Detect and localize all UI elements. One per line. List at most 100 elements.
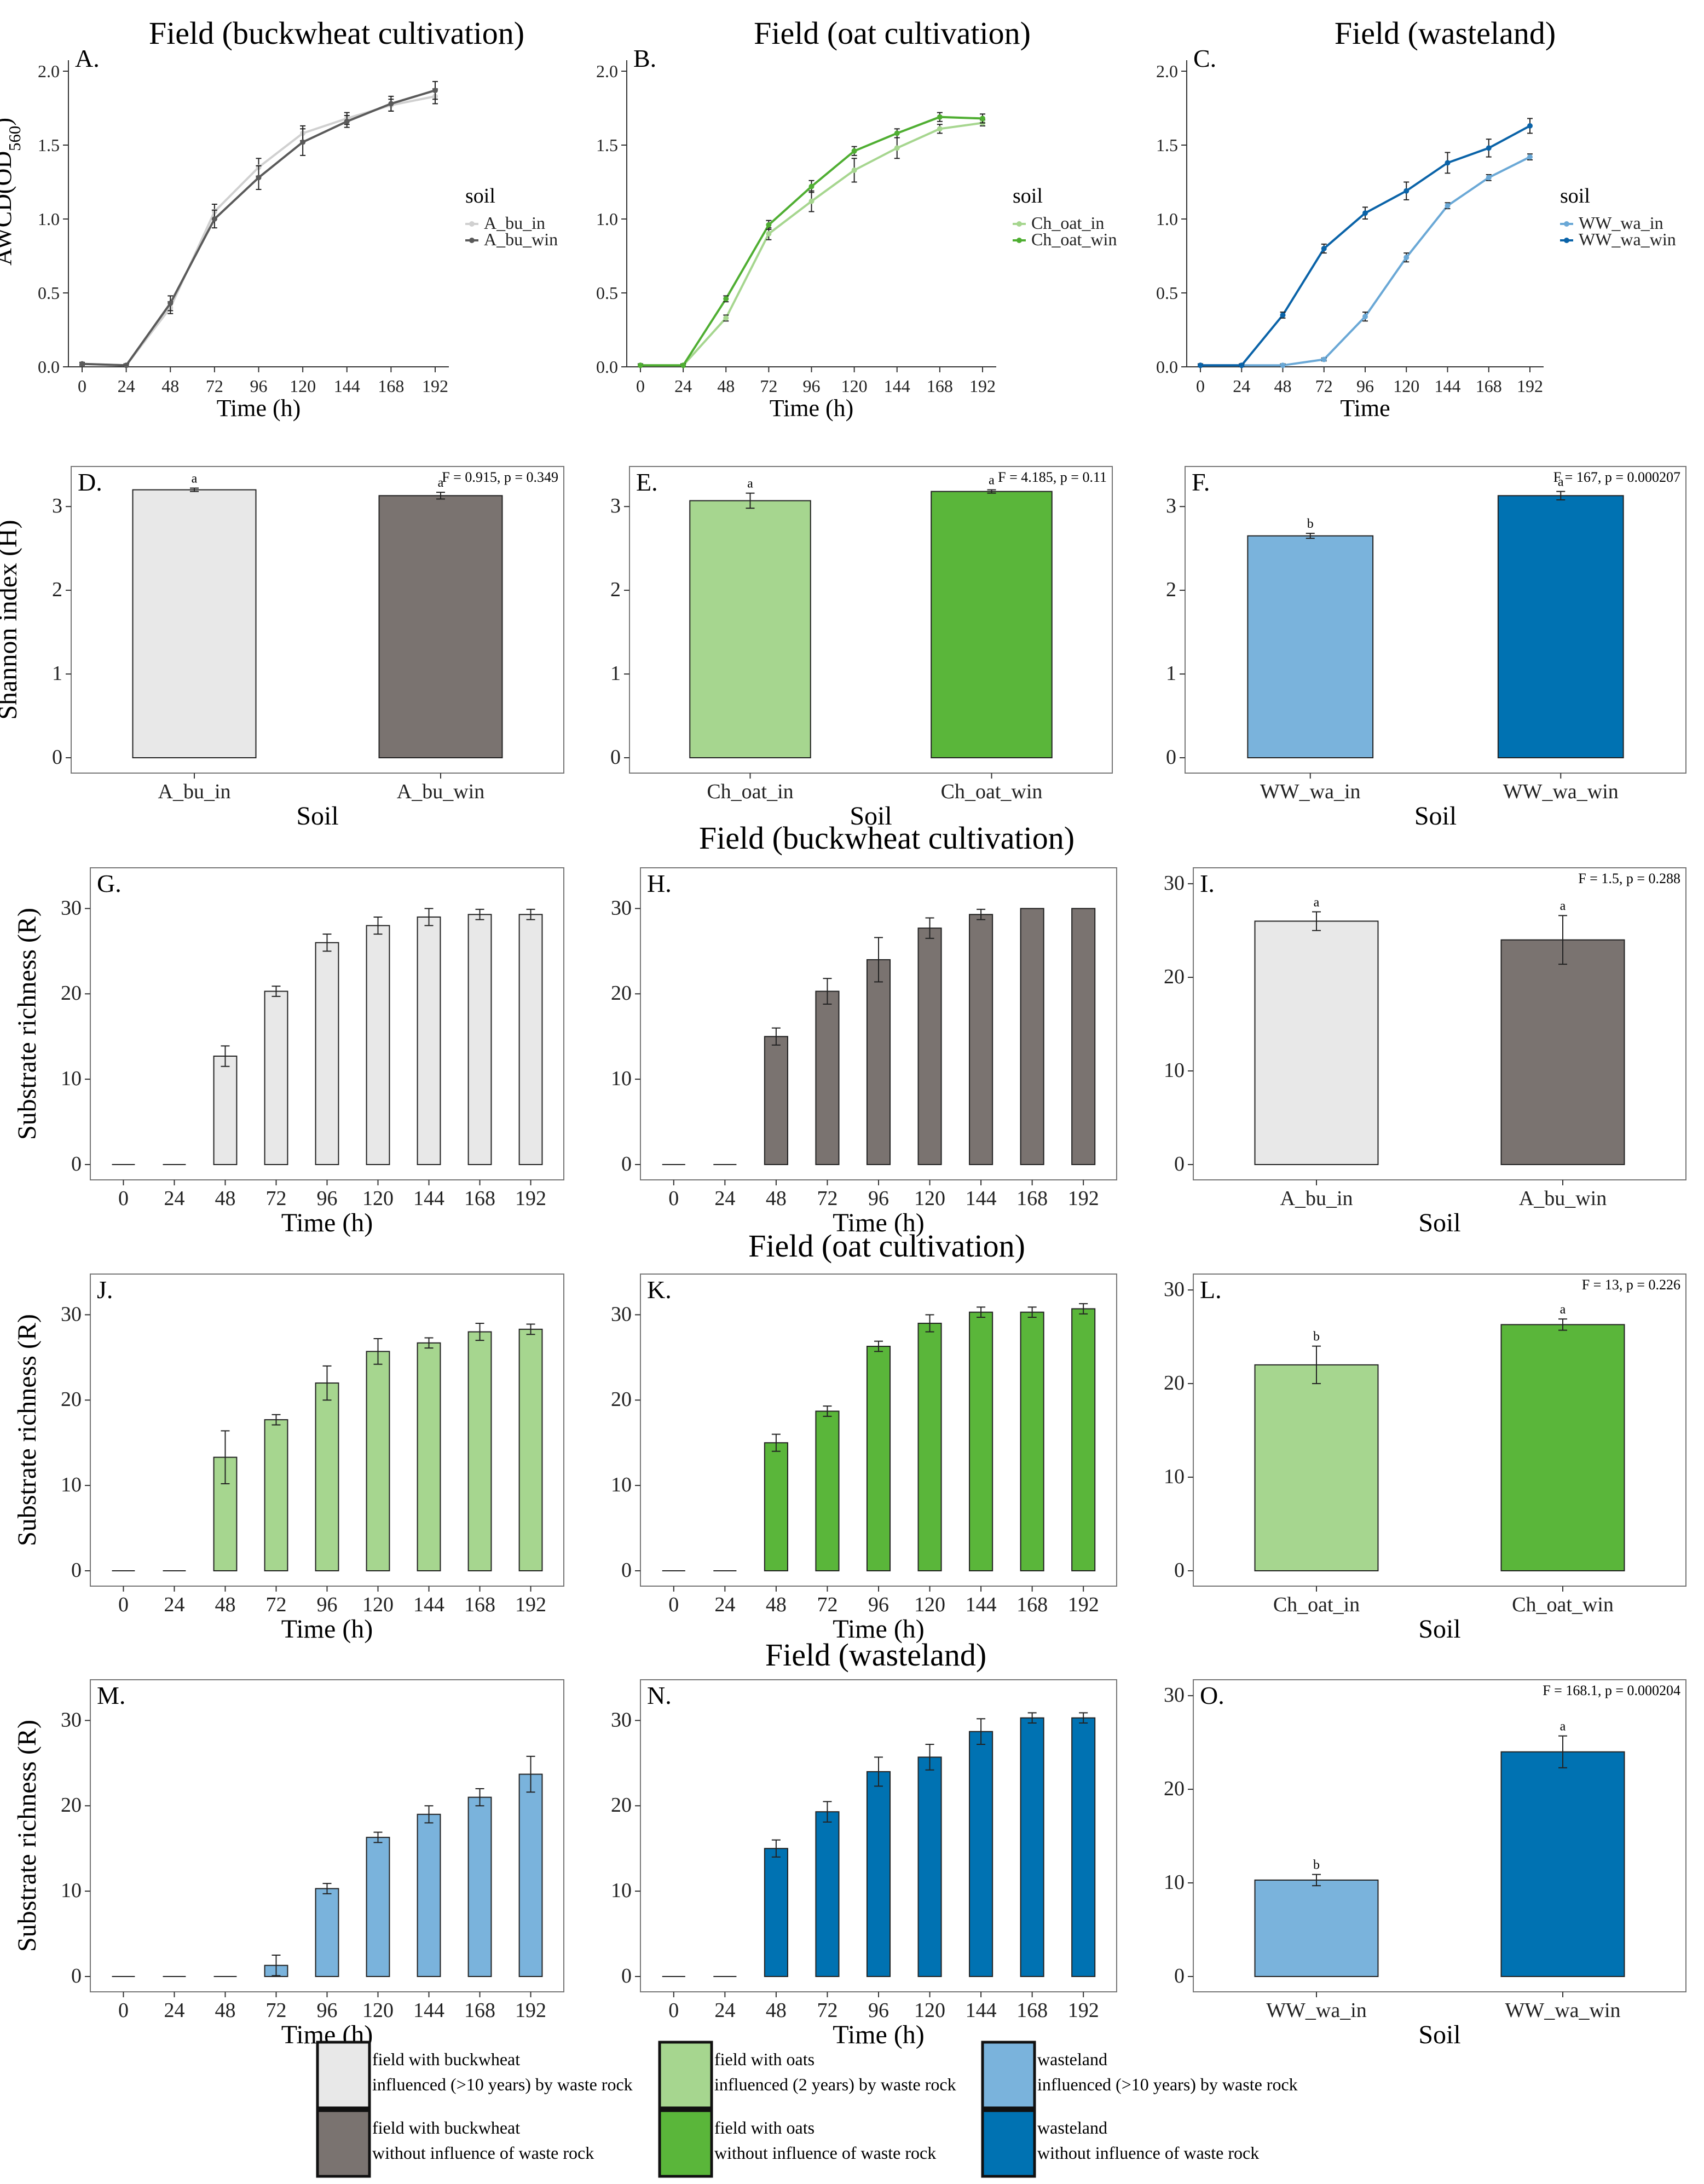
bar-96 <box>866 1346 891 1571</box>
x-tick-label: 120 <box>362 1187 394 1210</box>
x-axis-label: Soil <box>850 802 892 831</box>
x-tick-label: 96 <box>317 1999 338 2022</box>
y-tick-label: 10 <box>1164 1465 1185 1488</box>
heading-row1-buckwheat: Field (buckwheat cultivation) <box>149 15 524 51</box>
key-swatch-oat_in <box>658 2041 713 2110</box>
x-tick-label: 96 <box>317 1187 338 1210</box>
x-tick-label: 168 <box>378 376 404 396</box>
x-tick-label: 120 <box>362 1593 394 1616</box>
y-tick-label: 0 <box>621 1152 632 1175</box>
legend-marker <box>1016 221 1022 227</box>
series-line-A_bu_in <box>82 95 436 367</box>
y-tick-label: 20 <box>1164 1372 1185 1394</box>
y-tick-label: 20 <box>1164 965 1185 988</box>
x-tick-label: 120 <box>290 376 316 396</box>
x-tick-label: 96 <box>868 1593 889 1616</box>
data-point-A_bu_win <box>123 362 129 368</box>
data-point-WW_wa_win <box>1321 246 1327 251</box>
data-point-A_bu_win <box>388 101 394 107</box>
legend-marker <box>1564 221 1569 227</box>
x-tick-label: 192 <box>515 1593 546 1616</box>
y-tick-label: 20 <box>61 1794 82 1817</box>
y-tick-label: 1.5 <box>596 135 618 155</box>
x-axis-label: Soil <box>1418 1208 1460 1237</box>
legend-title: soil <box>465 185 495 208</box>
bar-Ch_oat_win <box>931 491 1053 758</box>
x-tick-label: Ch_oat_in <box>1273 1593 1360 1616</box>
x-tick-label: Ch_oat_win <box>1512 1593 1614 1616</box>
x-tick-label: 96 <box>803 376 821 396</box>
data-point-WW_wa_win <box>1198 362 1203 368</box>
legend-label: Ch_oat_win <box>1031 229 1117 249</box>
y-tick-label: 0 <box>1174 1152 1185 1175</box>
heading-row1-wasteland: Field (wasteland) <box>1335 15 1556 51</box>
stat-annotation: F = 4.185, p = 0.11 <box>998 469 1107 485</box>
legend-title: soil <box>1560 185 1590 208</box>
x-tick-label: 168 <box>464 1187 495 1210</box>
panel-letter: C. <box>1193 44 1216 72</box>
panel-G: 0 10 20 30 0 24 48 72 96 120 144 168 192 G. Substrate … <box>13 867 564 1237</box>
data-point-Ch_oat_in <box>894 145 900 151</box>
key-label: without influence of waste rock <box>1037 2143 1259 2163</box>
x-axis-label: Soil <box>1418 2020 1460 2049</box>
data-point-WW_wa_in <box>1321 356 1327 362</box>
x-axis-label: Time (h) <box>217 395 301 422</box>
data-point-WW_wa_win <box>1486 145 1492 151</box>
data-point-Ch_oat_win <box>894 130 900 136</box>
x-axis-label: Time (h) <box>833 1615 925 1644</box>
x-tick-label: 192 <box>969 376 996 396</box>
legend-label: WW_wa_in <box>1579 213 1663 233</box>
data-point-WW_wa_in <box>1445 203 1451 209</box>
chart-panels: 0.00.51.01.52.00 24 48 72 96 120 144 168 192A.AW… <box>0 44 1686 2049</box>
key-label: wasteland <box>1037 2118 1107 2137</box>
bar-192 <box>1071 1308 1096 1571</box>
bar-48 <box>213 1056 238 1165</box>
x-tick-label: 48 <box>766 1999 787 2022</box>
panel-B: 0.0 0.5 1.0 1.5 2.0 0 24 48 72 96 120 144 168 192 B. Ti… <box>596 44 1117 422</box>
y-tick-label: 30 <box>1164 872 1185 895</box>
data-point-Ch_oat_in <box>851 167 857 173</box>
legend-label: A_bu_in <box>484 213 545 233</box>
y-tick-label: 1.0 <box>596 209 618 229</box>
y-tick-label: 30 <box>61 1303 82 1326</box>
data-point-WW_wa_win <box>1239 362 1245 368</box>
bar-72 <box>815 1811 840 1977</box>
significance-letter: b <box>1307 517 1314 531</box>
legend-label: Ch_oat_in <box>1031 213 1104 233</box>
x-axis-label: Soil <box>296 802 338 831</box>
x-axis-label: Time (h) <box>281 1208 373 1237</box>
data-point-Ch_oat_in <box>808 198 815 204</box>
x-tick-label: 0 <box>118 1999 129 2022</box>
bar-48 <box>764 1442 788 1572</box>
y-tick-label: 30 <box>611 1708 632 1731</box>
x-axis-label: Soil <box>1414 802 1457 831</box>
data-point-Ch_oat_win <box>808 183 815 189</box>
x-tick-label: 72 <box>760 376 777 396</box>
panel-J: 0 10 20 30 0 24 48 72 96 120 144 168 192 J. Substrate … <box>13 1273 564 1644</box>
y-tick-label: 20 <box>611 1388 632 1411</box>
x-tick-label: 168 <box>1476 376 1502 396</box>
data-point-WW_wa_in <box>1486 175 1492 181</box>
bar-Ch_oat_in <box>1254 1364 1379 1571</box>
bar-72 <box>264 990 288 1165</box>
panel-K: 0 10 20 30 0 24 48 72 96 120 144 168 192 K. Time (h) <box>611 1273 1117 1644</box>
significance-letter: a <box>192 472 198 486</box>
x-tick-label: 96 <box>250 376 268 396</box>
y-tick-label: 1.5 <box>1156 135 1178 155</box>
key-swatch-bu_win <box>316 2109 371 2178</box>
y-tick-label: 0.5 <box>38 283 60 303</box>
bar-WW_wa_win <box>1500 1751 1625 1978</box>
y-tick-label: 10 <box>61 1067 82 1090</box>
x-tick-label: 144 <box>413 1999 444 2022</box>
panel-L: 0 10 20 30 b Ch_oat_in a Ch_oat_win L. F = 13, p … <box>1164 1273 1686 1644</box>
panel-letter: N. <box>647 1681 672 1709</box>
y-tick-label: 0 <box>1174 1559 1185 1582</box>
panel-frame <box>1193 867 1686 1180</box>
key-label: field with buckwheat <box>372 2118 520 2137</box>
y-tick-label: 30 <box>1164 1684 1185 1707</box>
heading-row3: Field (buckwheat cultivation) <box>699 820 1075 856</box>
y-tick-label: 30 <box>1164 1278 1185 1301</box>
y-tick-label: 2 <box>52 578 62 601</box>
panel-letter: J. <box>97 1276 113 1304</box>
x-tick-label: 48 <box>215 1187 235 1210</box>
